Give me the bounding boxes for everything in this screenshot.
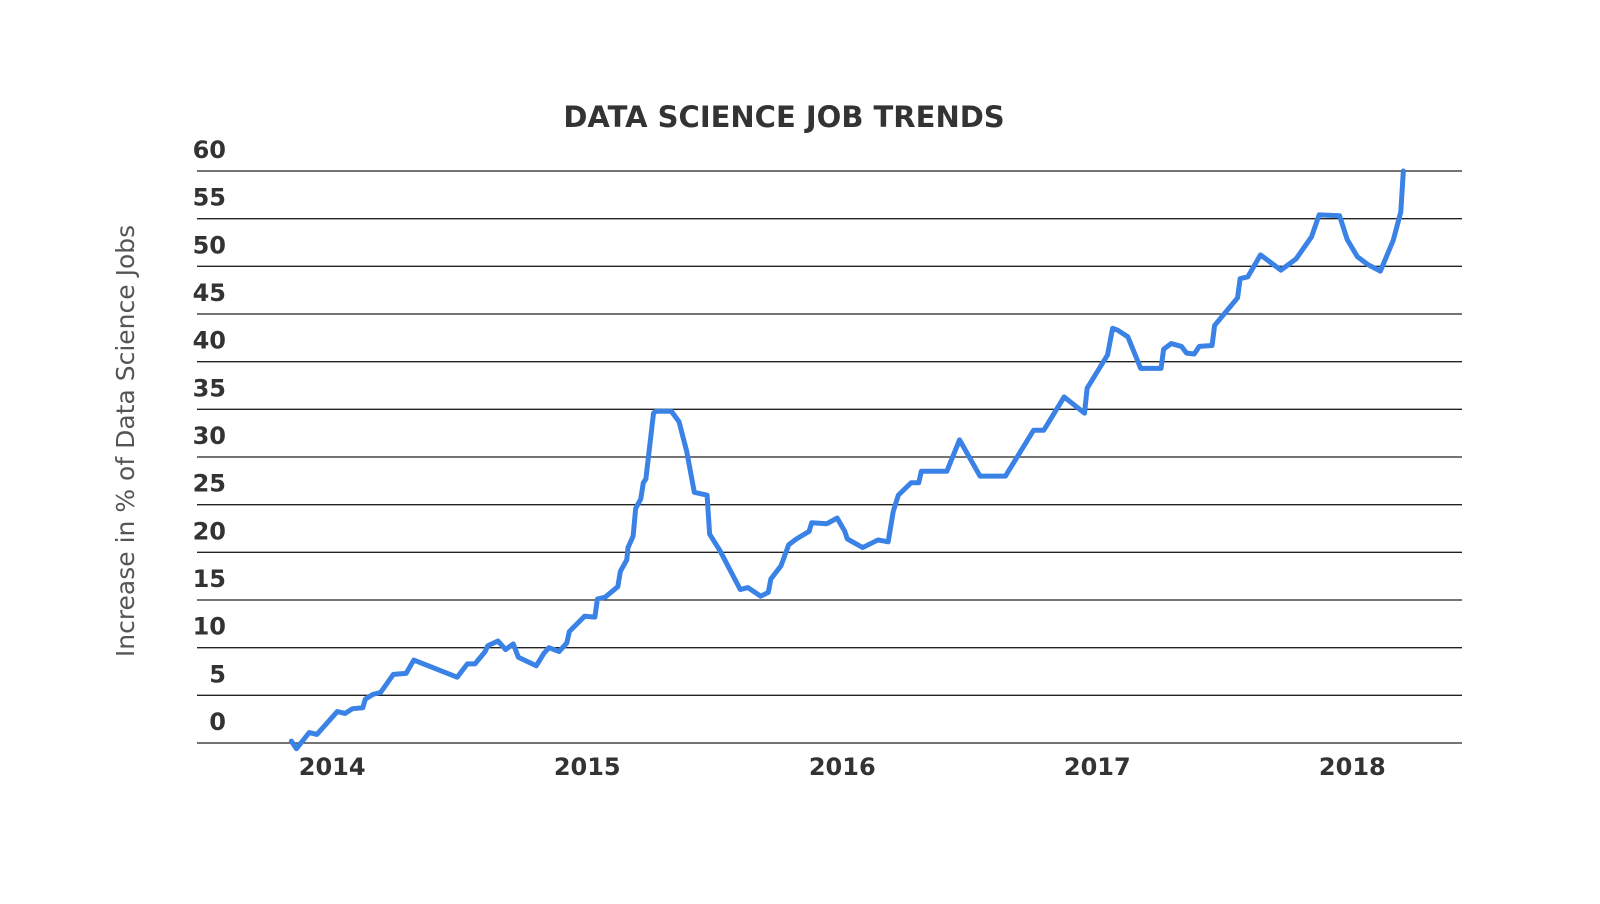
data-line bbox=[288, 168, 1406, 752]
x-tick-label: 2017 bbox=[1064, 753, 1131, 781]
y-tick-label: 55 bbox=[193, 184, 226, 212]
y-tick-label: 15 bbox=[193, 565, 226, 593]
y-tick-label: 60 bbox=[193, 136, 226, 164]
y-tick-label: 35 bbox=[193, 374, 226, 402]
y-tick-label: 30 bbox=[193, 422, 226, 450]
chart-title: DATA SCIENCE JOB TRENDS bbox=[563, 100, 1004, 134]
y-tick-label: 0 bbox=[209, 708, 226, 736]
y-tick-label: 45 bbox=[193, 279, 226, 307]
x-tick-label: 2016 bbox=[809, 753, 876, 781]
y-tick-label: 10 bbox=[193, 613, 226, 641]
x-tick-label: 2015 bbox=[554, 753, 621, 781]
x-tick-label: 2018 bbox=[1319, 753, 1386, 781]
x-tick-label: 2014 bbox=[299, 753, 366, 781]
y-tick-label: 40 bbox=[193, 327, 226, 355]
y-tick-label: 5 bbox=[209, 660, 226, 688]
y-axis-label: Increase in % of Data Science Jobs bbox=[111, 225, 140, 657]
y-tick-label: 50 bbox=[193, 231, 226, 259]
y-tick-label: 20 bbox=[193, 517, 226, 545]
y-tick-label: 25 bbox=[193, 470, 226, 498]
